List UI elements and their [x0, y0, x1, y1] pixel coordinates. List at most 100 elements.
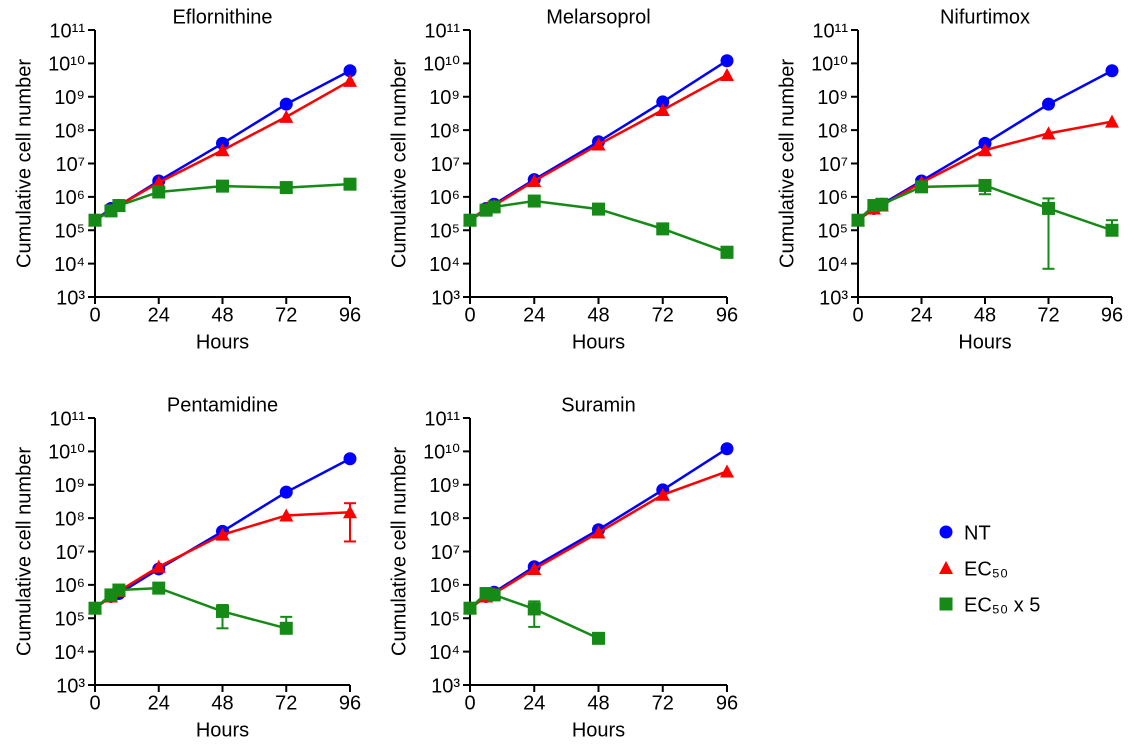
y-tick-label: 10¹⁰: [811, 54, 848, 76]
point-marker: [343, 505, 357, 519]
chart-title: Melarsoprol: [546, 6, 650, 28]
chart-title: Suramin: [561, 394, 635, 416]
subplot: Eflornithine 10³ 10⁴ 10⁵ 10⁶ 10⁷ 10⁸ 10⁹ 10¹⁰ 10¹…: [13, 6, 361, 353]
y-axis-label: Cumulative cell number: [13, 447, 35, 656]
x-tick-label: 24: [148, 304, 170, 326]
x-tick-label: 24: [523, 692, 545, 714]
point-marker: [463, 601, 477, 615]
y-tick-label: 10¹⁰: [48, 442, 85, 464]
point-marker: [279, 181, 293, 195]
point-marker: [1041, 126, 1056, 140]
y-tick-label: 10⁷: [819, 154, 848, 176]
series-line: [469, 470, 728, 610]
x-tick-label: 72: [1037, 304, 1059, 326]
y-tick-label: 10⁵: [54, 221, 85, 243]
y-tick-label: 10¹⁰: [423, 54, 460, 76]
y-tick-label: 10⁹: [817, 87, 848, 109]
y-tick-label: 10⁶: [55, 575, 85, 597]
point-marker: [527, 194, 541, 208]
subplot: Suramin 10³ 10⁴ 10⁵ 10⁶ 10⁷ 10⁸ 10⁹ 10¹⁰ 10¹¹ 0 24 4…: [388, 394, 738, 741]
x-axis-label: Hours: [196, 331, 249, 353]
y-tick-label: 10⁹: [429, 475, 460, 497]
x-tick-label: 72: [275, 692, 297, 714]
point-marker: [591, 525, 606, 539]
point-marker: [527, 173, 542, 187]
y-tick-label: 10⁶: [55, 187, 85, 209]
point-marker: [463, 213, 477, 227]
point-marker: [88, 213, 102, 227]
point-marker: [279, 109, 294, 123]
point-marker: [216, 179, 229, 193]
point-marker: [720, 54, 734, 68]
point-marker: [720, 442, 734, 456]
x-tick-label: 0: [89, 692, 100, 714]
y-tick-label: 10⁸: [54, 120, 85, 142]
point-marker: [279, 621, 293, 635]
y-tick-label: 10⁵: [817, 221, 848, 243]
subplot: Pentamidine 10³ 10⁴ 10⁵ 10⁶ 10⁷ 10⁸ 10⁹ 10¹⁰ 10¹¹…: [13, 394, 361, 741]
x-tick-label: 48: [587, 692, 609, 714]
legend-label: EC₅₀: [964, 558, 1008, 580]
point-marker: [216, 604, 229, 618]
point-marker: [343, 452, 357, 466]
point-marker: [720, 67, 734, 81]
x-tick-label: 72: [652, 304, 674, 326]
legend-label: NT: [964, 522, 991, 544]
y-tick-label: 10⁷: [56, 542, 85, 564]
y-tick-label: 10³: [56, 675, 85, 697]
y-tick-label: 10⁶: [430, 187, 460, 209]
point-marker: [655, 103, 670, 117]
y-tick-label: 10⁴: [817, 254, 848, 276]
point-marker: [152, 581, 166, 595]
point-marker: [487, 588, 501, 602]
x-tick-label: 96: [339, 304, 361, 326]
x-tick-label: 72: [275, 304, 297, 326]
x-tick-label: 24: [523, 304, 545, 326]
point-marker: [279, 97, 293, 111]
point-marker: [656, 222, 670, 236]
point-marker: [343, 73, 357, 87]
x-tick-label: 96: [716, 692, 738, 714]
y-tick-label: 10⁴: [429, 642, 460, 664]
point-marker: [592, 202, 605, 216]
y-axis-label: Cumulative cell number: [13, 59, 35, 268]
y-axis-label: Cumulative cell number: [388, 59, 410, 268]
y-tick-label: 10⁵: [429, 609, 460, 631]
y-tick-label: 10⁹: [54, 87, 85, 109]
point-marker: [1105, 64, 1119, 78]
y-tick-label: 10⁷: [56, 154, 85, 176]
point-marker: [151, 559, 166, 573]
point-marker: [875, 197, 889, 211]
y-tick-label: 10³: [819, 287, 848, 309]
point-marker: [1042, 97, 1055, 111]
point-marker: [215, 527, 230, 541]
point-marker: [592, 631, 605, 645]
x-tick-label: 24: [910, 304, 932, 326]
point-marker: [939, 525, 953, 539]
y-tick-label: 10¹¹: [424, 20, 460, 42]
chart-title: Eflornithine: [172, 6, 272, 28]
y-tick-label: 10⁸: [54, 508, 85, 530]
y-tick-label: 10³: [431, 675, 460, 697]
y-tick-label: 10⁵: [429, 221, 460, 243]
point-marker: [720, 245, 734, 259]
x-tick-label: 24: [148, 692, 170, 714]
point-marker: [152, 185, 166, 199]
y-tick-label: 10¹⁰: [423, 442, 460, 464]
point-marker: [1042, 201, 1055, 215]
x-tick-label: 96: [339, 692, 361, 714]
point-marker: [1105, 223, 1119, 237]
y-tick-label: 10⁹: [54, 475, 85, 497]
y-tick-label: 10³: [431, 287, 460, 309]
y-tick-label: 10⁴: [429, 254, 460, 276]
x-tick-label: 0: [852, 304, 863, 326]
y-axis-label: Cumulative cell number: [388, 447, 410, 656]
y-tick-label: 10⁸: [429, 120, 460, 142]
x-tick-label: 48: [974, 304, 996, 326]
point-marker: [112, 199, 126, 213]
y-tick-label: 10¹⁰: [48, 54, 85, 76]
x-tick-label: 72: [652, 692, 674, 714]
y-tick-label: 10⁷: [431, 542, 460, 564]
point-marker: [591, 137, 606, 151]
